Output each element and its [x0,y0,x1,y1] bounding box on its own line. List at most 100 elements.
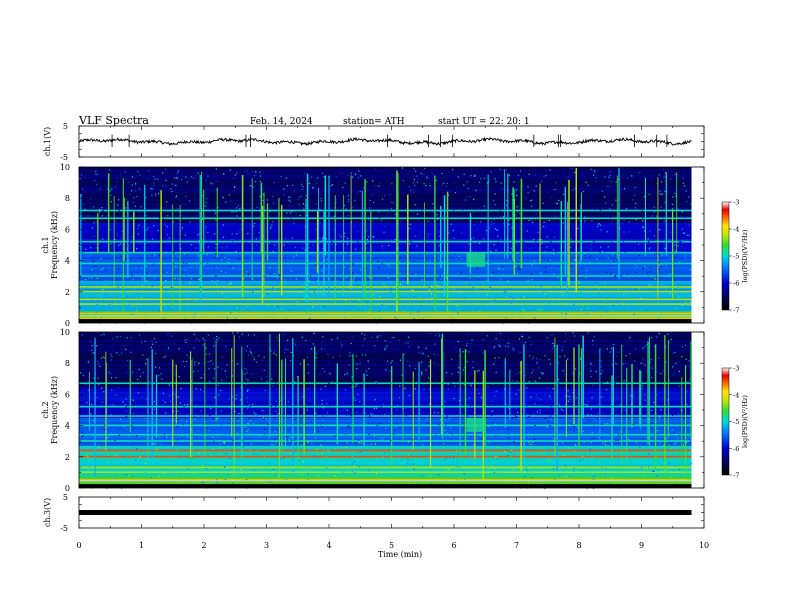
spectrogram-speckle [259,303,260,304]
spectrogram-speckle [616,181,617,182]
spectrogram-row [79,191,692,193]
spectrogram-speckle [452,373,453,374]
spectrogram-speckle [201,448,202,449]
spectrogram-speckle [524,334,525,335]
spectrogram-speckle [667,412,668,413]
spectrogram-speckle [548,387,549,388]
spectrogram-speckle [622,302,623,303]
spectrogram-speckle [583,314,584,315]
spectrogram-speckle [216,284,217,285]
spectrogram-speckle [601,402,602,403]
spectrogram-speckle [420,231,421,232]
spectrogram-speckle [580,460,581,461]
y-axis-label: Frequency (kHz) [50,211,59,279]
spectrogram-speckle [567,395,568,396]
spectrogram-speckle [679,261,680,262]
spectrogram-speckle [213,441,214,442]
spectrogram-speckle [356,355,357,356]
spectrogram-speckle [672,429,673,430]
spectrogram-speckle [134,456,135,457]
spectrogram-speckle [115,394,116,395]
spectrogram-speckle [218,394,219,395]
spectrogram-speckle [140,456,141,457]
spectrogram-speckle [177,417,178,418]
spectrogram-speckle [287,413,288,414]
spectrogram-speckle [419,344,420,345]
spectrogram-speckle [431,297,432,298]
spectrogram-speckle [162,225,163,226]
spectrogram-speckle [88,412,89,413]
spectrogram-speckle [664,219,665,220]
spectrogram-speckle [101,388,102,389]
spectrogram-speckle [103,284,104,285]
spectrogram-speckle [281,176,282,177]
spectrogram-speckle [125,428,126,429]
spectrogram-speckle [236,395,237,396]
spectrogram-speckle [331,339,332,340]
spectrogram-speckle [257,415,258,416]
spectrogram-speckle [102,230,103,231]
spectrogram-speckle [518,175,519,176]
spectrogram-speckle [193,318,194,319]
spectrogram-speckle [275,383,276,384]
spectrogram-speckle [390,291,391,292]
spectrogram-speckle [230,169,231,170]
spectrogram-speckle [344,278,345,279]
spectrogram-speckle [416,381,417,382]
spectrogram-speckle [119,435,120,436]
spectrogram-speckle [175,185,176,186]
spectrogram-row [79,265,692,267]
spectrogram-speckle [615,276,616,277]
spectrogram-speckle [483,238,484,239]
spectrogram-speckle [546,246,547,247]
spectrogram-speckle [111,332,112,333]
spectrogram-speckle [273,426,274,427]
spectrogram-speckle [82,252,83,253]
spectrogram-speckle [215,253,216,254]
spectrogram-speckle [571,239,572,240]
spectrogram-speckle [310,276,311,277]
spectrogram-speckle [539,415,540,416]
spectrogram-speckle [151,341,152,342]
spectrogram-speckle [349,352,350,353]
spectrogram-speckle [327,259,328,260]
spectrogram-speckle [650,283,651,284]
spectrogram-speckle [625,363,626,364]
spectrogram-speckle [91,350,92,351]
spectrogram-speckle [596,352,597,353]
spectrogram-speckle [659,333,660,334]
spectrogram-speckle [512,380,513,381]
spectrogram-speckle [372,180,373,181]
spectrogram-speckle [214,257,215,258]
spectrogram-speckle [567,390,568,391]
spectrogram-speckle [260,176,261,177]
spectrogram-speckle [99,188,100,189]
spectrogram-speckle [639,288,640,289]
spectrogram-speckle [291,271,292,272]
spectrogram-speckle [277,351,278,352]
spectrogram-speckle [659,420,660,421]
spectrogram-speckle [198,279,199,280]
spectrogram-speckle [631,305,632,306]
spectrogram-speckle [474,211,475,212]
spectrogram-speckle [82,280,83,281]
spectrogram-speckle [613,261,614,262]
spectrogram-speckle [373,202,374,203]
spectrogram-speckle [118,245,119,246]
spectrogram-speckle [462,230,463,231]
spectrogram-speckle [96,184,97,185]
spectrogram-speckle [619,382,620,383]
spectrogram-speckle [432,173,433,174]
spectrogram-speckle [90,394,91,395]
spectrogram-speckle [573,190,574,191]
spectrogram-speckle [497,390,498,391]
spectrogram-speckle [197,463,198,464]
spectrogram-speckle [331,247,332,248]
spectrogram-speckle [519,352,520,353]
spectrogram-speckle [166,272,167,273]
spectrogram-speckle [585,187,586,188]
spectrogram-speckle [175,250,176,251]
spectrogram-speckle [421,373,422,374]
spectrogram-speckle [449,458,450,459]
spectrogram-speckle [261,410,262,411]
